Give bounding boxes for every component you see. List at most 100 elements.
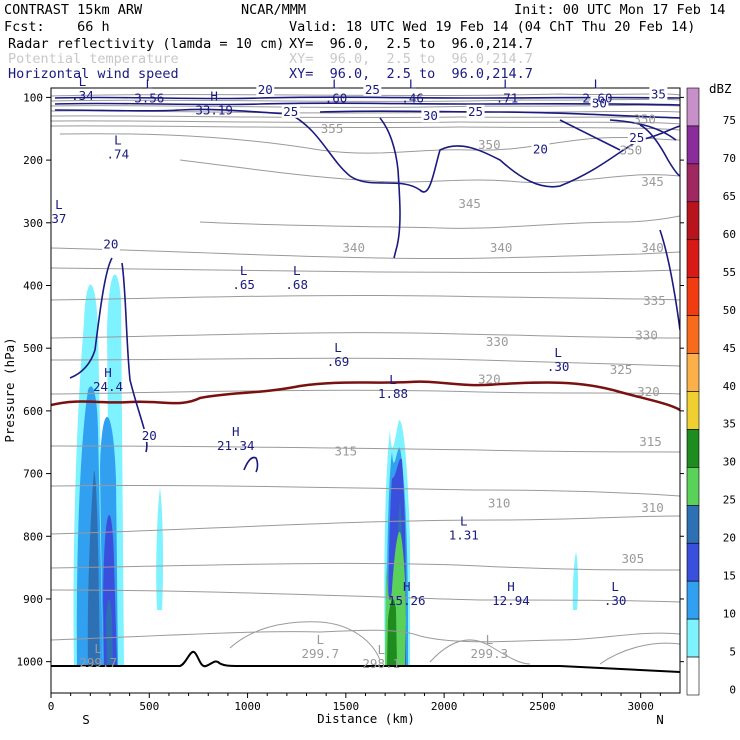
extremum-type: H	[232, 424, 240, 439]
wind-label-bg	[627, 131, 646, 145]
wind-label-bg	[466, 104, 485, 118]
extremum-type: L	[486, 632, 494, 647]
extremum-type: L	[332, 77, 340, 92]
header-xy-theta: XY= 96.0, 2.5 to 96.0,214.7	[289, 51, 533, 67]
colorbar-level: 30	[723, 456, 736, 469]
extremum-type: L	[293, 263, 301, 278]
colorbar-swatch	[686, 163, 700, 203]
wind-label: 20	[258, 82, 273, 97]
wind-label: 25	[468, 104, 483, 119]
theta-label: 305	[622, 551, 645, 566]
extremum-type: L	[611, 579, 619, 594]
north-label: N	[656, 712, 664, 727]
extremum-value: .65	[232, 277, 255, 292]
extremum-value: 299.7	[79, 655, 117, 670]
colorbar-swatch	[686, 315, 700, 354]
colorbar-swatch	[686, 656, 700, 696]
colorbar-level: 70	[723, 152, 736, 165]
extremum-value: .74	[107, 146, 130, 161]
wind-label: 25	[629, 130, 644, 145]
colorbar-swatch	[686, 125, 700, 165]
wind-label: 25	[283, 104, 298, 119]
wind-label-bg	[421, 109, 440, 123]
extremum-value: 33.19	[195, 103, 233, 118]
extremum-value: .34	[71, 88, 94, 103]
y-axis-title: Pressure (hPa)	[2, 337, 17, 442]
south-label: S	[82, 712, 90, 727]
y-tick-label: 900	[23, 593, 43, 606]
theta-label: 330	[486, 334, 509, 349]
wind-label: 20	[142, 428, 157, 443]
theta-label: 315	[639, 434, 662, 449]
header-field-wind: Horizontal wind speed	[8, 66, 179, 82]
theta-label: 335	[643, 293, 666, 308]
extremum-type: L	[94, 641, 102, 656]
wind-label-group: 20 20 25 25 30 25 20 30 35 25 20	[101, 82, 668, 443]
colorbar-level: 0	[729, 683, 736, 696]
colorbar-swatch	[686, 87, 700, 127]
extremum-type: L	[460, 514, 468, 529]
extremum-type: L	[146, 77, 154, 92]
colorbar-level: 75	[723, 114, 736, 127]
wind-label: 20	[533, 141, 548, 156]
x-tick-label: 3000	[627, 700, 654, 713]
theta-label: 350	[633, 111, 656, 126]
x-tick-label: 1000	[234, 700, 261, 713]
colorbar-level: 55	[723, 266, 736, 279]
colorbar-level: 20	[723, 532, 736, 545]
wind-label-bg	[363, 82, 382, 96]
colorbar-level: 15	[723, 569, 736, 582]
y-tick-label: 200	[23, 154, 43, 167]
x-tick-label: 1500	[333, 700, 360, 713]
wind-label: 20	[103, 237, 118, 252]
extremum-value: 12.94	[492, 593, 530, 608]
extremum-type: L	[389, 372, 397, 387]
theta-contours	[51, 93, 680, 665]
y-tick-label: 500	[23, 342, 43, 355]
theta-label: 340	[490, 240, 513, 255]
extremum-value: .30	[547, 359, 570, 374]
y-tick-label: 100	[23, 91, 43, 104]
extremum-value: 37	[51, 211, 66, 226]
colorbar-swatch	[686, 239, 700, 278]
extremum-type: L	[240, 263, 248, 278]
wind-label-bg	[531, 142, 550, 156]
colorbar-swatch	[686, 542, 700, 582]
y-tick-label: 800	[23, 530, 43, 543]
header-line1-right: Init: 00 UTC Mon 17 Feb 14	[514, 2, 726, 18]
x-tick-label: 500	[139, 700, 159, 713]
colorbar-swatch	[686, 467, 700, 506]
dark-red-contour	[51, 380, 680, 412]
extremum-value: 298.1	[362, 656, 400, 671]
extremum-type: H	[403, 579, 411, 594]
wind-label-bg	[649, 87, 668, 101]
x-tick-label: 2000	[431, 700, 458, 713]
wind-label-bg	[101, 237, 120, 251]
extremum-value: .30	[604, 593, 627, 608]
colorbar-title: dBZ	[709, 81, 732, 96]
colorbar-level: 65	[723, 190, 736, 203]
extremum-value: 24.4	[93, 379, 123, 394]
colorbar-level: 45	[723, 342, 736, 355]
colorbar-level: 60	[723, 228, 736, 241]
theta-label: 315	[335, 444, 358, 459]
extremum-type: L	[409, 77, 417, 92]
y-tick-label: 700	[23, 468, 43, 481]
plot-area	[51, 93, 680, 673]
theta-label: 330	[635, 328, 658, 343]
theta-label: 345	[458, 196, 481, 211]
colorbar-level: 35	[723, 418, 736, 431]
wind-label: 30	[592, 96, 607, 111]
y-tick-label: 1000	[17, 656, 44, 669]
extremum-type: L	[317, 632, 325, 647]
extremum-type: L	[554, 345, 562, 360]
extremum-type: L	[594, 77, 602, 92]
extremum-value: .71	[496, 91, 519, 106]
extremum-value: 3.56	[134, 91, 164, 106]
wind-label: 35	[651, 86, 666, 101]
terrain-line	[51, 650, 680, 673]
theta-label-group: 355 350 350 350 345 345 340 340 340 335 330 330 325 3…	[321, 111, 666, 565]
theta-label: 355	[321, 121, 344, 136]
